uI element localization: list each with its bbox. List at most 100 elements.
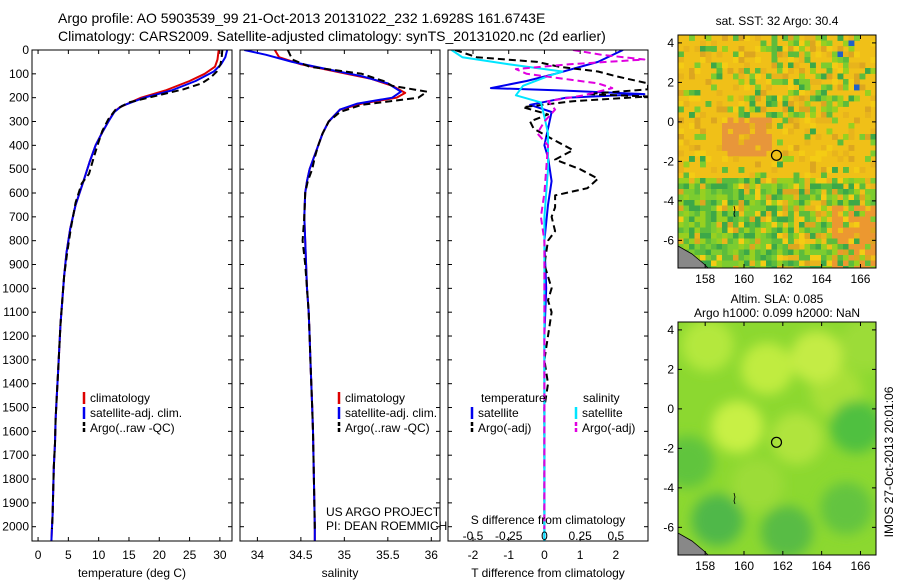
map-cell [821,249,827,256]
legend-label: satellite [582,406,623,420]
map-frame [677,321,877,556]
map-cell [848,79,855,85]
map-cell [766,211,772,217]
map-cell [733,51,739,58]
map-cell [799,101,805,107]
map-cell [738,128,745,135]
map-cell [777,255,783,261]
map-cell [722,233,728,239]
map-cell [782,150,789,157]
map-cell [733,244,739,250]
map-cell [837,178,844,184]
map-cell [771,222,778,228]
map-cell [738,79,745,85]
map-cell [755,84,761,91]
map-cell [760,178,767,184]
map-x-tick-label: 162 [773,272,793,286]
map-cell [804,260,811,267]
map-cell [793,200,800,206]
map-cell [755,57,761,63]
map-cell [777,51,783,58]
map-cell [689,95,695,102]
map-cell [755,123,761,129]
map-cell [766,73,772,80]
depth-tick-label: 1800 [2,472,29,486]
map-cell [788,156,794,162]
map-cell [793,46,800,52]
map-cell [733,189,739,195]
map-cell [848,40,855,47]
map-cell [771,211,778,217]
depth-tick-label: 900 [9,258,29,272]
map-cell [826,200,833,206]
map-cell [705,79,712,85]
map-cell [744,84,750,91]
map-cell [760,260,767,267]
map-cell [848,227,855,234]
map-cell [854,233,860,239]
map-cell [700,51,706,58]
map-cell [689,227,695,234]
map-cell [727,244,734,250]
map-cell [804,40,811,47]
map-cell [804,216,811,223]
map-cell [722,222,728,228]
map-cell [705,211,712,217]
map-cell [689,172,695,179]
map-cell [854,167,860,173]
x-tick-label: -2 [468,548,479,562]
map-cell [766,84,772,91]
map-cell [810,40,816,47]
map-cell [870,134,876,140]
map-cell [744,62,750,69]
map-cell [716,222,723,228]
map-cell [700,156,706,162]
map-cell [727,106,734,113]
map-cell [771,244,778,250]
map-cell [755,194,761,201]
map-cell [683,46,690,52]
map-cell [678,189,684,195]
map-cell [760,150,767,157]
x-tick-label: 2 [613,548,620,562]
map-cell [854,178,860,184]
x-axis-label: T difference from climatology [471,566,625,580]
map-cell [815,178,822,184]
map-cell [821,117,827,124]
map-cell [678,62,684,69]
map-cell [760,106,767,113]
map-cell [766,46,772,52]
map-cell [810,266,816,268]
map-cell [793,79,800,85]
map-cell [755,134,761,140]
map-cell [678,161,684,168]
map-cell [722,205,728,212]
map-cell [788,238,794,245]
map-cell [777,227,783,234]
map-cell [766,260,772,267]
map-cell [832,95,838,102]
map-cell [799,106,805,113]
map-cell [837,35,844,41]
map-cell [678,227,684,234]
map-cell [865,216,871,223]
map-cell [870,249,876,256]
map-cell [788,211,794,217]
map-cell [837,233,844,239]
map-cell [799,200,805,206]
map-cell [826,84,833,91]
map-cell [848,200,855,206]
map-cell [793,35,800,41]
map-field [678,322,876,555]
map-cell [848,260,855,267]
plot-frame [239,49,441,542]
map-cell [826,95,833,102]
map-cell [810,156,816,162]
map-cell [733,255,739,261]
map-cell [788,194,794,201]
map-cell [782,216,789,223]
map-cell [749,95,756,102]
map-cell [815,73,822,80]
map-cell [766,139,772,146]
map-cell [749,117,756,124]
